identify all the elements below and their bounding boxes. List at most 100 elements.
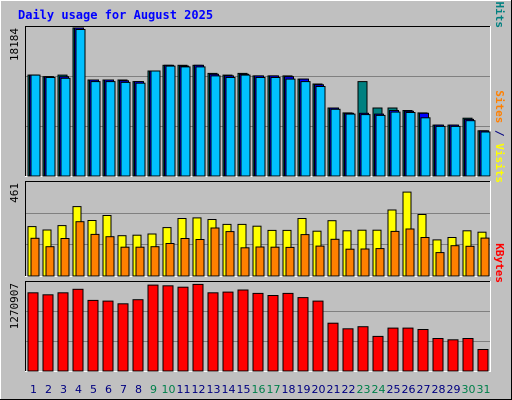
bar-sites-day-18 — [285, 246, 295, 277]
bar-kbytes-day-13 — [207, 292, 219, 372]
series-axis-label: Pages / Files / Hits — [493, 0, 506, 28]
series-axis-label: Sites / Visits — [493, 90, 506, 183]
max-value-label: 18184 — [8, 28, 21, 61]
bar-sites-day-14 — [225, 231, 235, 277]
bar-kbytes-day-1 — [27, 292, 39, 372]
bar-kbytes-day-18 — [282, 292, 294, 372]
day-label-10: 10 — [162, 383, 176, 396]
bar-pages-day-5 — [90, 81, 101, 177]
bar-kbytes-day-8 — [132, 299, 144, 372]
bar-pages-day-27 — [420, 117, 431, 177]
bar-pages-day-6 — [105, 81, 116, 177]
bar-sites-day-8 — [135, 246, 145, 277]
bar-sites-day-2 — [45, 246, 55, 277]
bar-pages-day-31 — [480, 131, 491, 177]
day-label-12: 12 — [192, 383, 206, 396]
bar-sites-day-30 — [465, 245, 475, 277]
bar-sites-day-22 — [345, 248, 355, 277]
bar-sites-day-21 — [330, 238, 340, 277]
bar-pages-day-13 — [210, 75, 221, 177]
day-label-19: 19 — [297, 383, 311, 396]
day-label-9: 9 — [150, 383, 157, 396]
day-label-1: 1 — [30, 383, 37, 396]
bar-sites-day-15 — [240, 247, 250, 277]
bar-kbytes-day-14 — [222, 291, 234, 372]
day-labels: 1 2 3 4 5 6 7 8 9 10 11 12 13 14 15 16 17 18 19 20 21 22 23 24 2… — [30, 383, 491, 396]
bar-pages-day-1 — [30, 74, 41, 177]
day-label-11: 11 — [177, 383, 191, 396]
bar-kbytes-day-25 — [387, 327, 399, 372]
panel-kbytes: 1270907 KBytes — [8, 243, 506, 372]
bar-pages-day-29 — [450, 125, 461, 177]
series-axis-label-part-3: Visits — [493, 143, 506, 183]
series-axis-label-part-5: Hits — [493, 2, 506, 29]
bar-kbytes-day-7 — [117, 303, 129, 372]
bar-kbytes-day-11 — [177, 286, 189, 372]
bar-kbytes-day-27 — [417, 329, 429, 372]
bar-sites-day-27 — [420, 237, 430, 277]
bar-kbytes-day-24 — [372, 335, 384, 372]
bar-sites-day-26 — [405, 228, 415, 277]
bar-sites-day-28 — [435, 252, 445, 277]
day-label-31: 31 — [477, 383, 491, 396]
bar-sites-day-5 — [90, 233, 100, 277]
bar-pages-day-14 — [225, 77, 236, 177]
day-label-18: 18 — [282, 383, 296, 396]
bar-sites-day-6 — [105, 236, 115, 277]
bar-sites-day-16 — [255, 246, 265, 277]
series-axis-label: KBytes — [493, 243, 506, 283]
day-label-30: 30 — [462, 383, 476, 396]
bar-kbytes-day-16 — [252, 292, 264, 372]
series-axis-label-part-4: / — [493, 0, 506, 2]
day-label-2: 2 — [45, 383, 52, 396]
panel-visits-sites: 461 Sites / Visits — [8, 90, 506, 277]
bar-sites-day-4 — [75, 221, 85, 277]
bar-kbytes-day-3 — [57, 292, 69, 372]
bar-sites-day-17 — [270, 246, 280, 277]
bar-kbytes-day-5 — [87, 299, 99, 372]
bar-sites-day-19 — [300, 234, 310, 277]
series-axis-label-part-1: KBytes — [493, 243, 506, 283]
bar-kbytes-day-30 — [462, 338, 474, 372]
bar-sites-day-10 — [165, 243, 175, 277]
bar-pages-day-7 — [120, 81, 131, 177]
bar-sites-day-11 — [180, 238, 190, 277]
bar-kbytes-day-10 — [162, 285, 174, 372]
bar-pages-day-15 — [240, 74, 251, 177]
day-label-4: 4 — [75, 383, 82, 396]
bar-pages-day-4 — [75, 29, 86, 177]
max-value-label: 461 — [8, 183, 21, 203]
bar-pages-day-30 — [465, 120, 476, 177]
bar-kbytes-day-9 — [147, 284, 159, 372]
bar-sites-day-3 — [60, 238, 70, 277]
series-axis-label-part-1: Sites — [493, 90, 506, 123]
day-label-13: 13 — [207, 383, 221, 396]
bar-kbytes-day-22 — [342, 328, 354, 372]
day-label-7: 7 — [120, 383, 127, 396]
day-label-16: 16 — [252, 383, 266, 396]
chart-panels: 18184 Pages / Files / Hits 461 Sites / Visi… — [8, 0, 506, 372]
bar-kbytes-day-28 — [432, 338, 444, 372]
bar-kbytes-day-19 — [297, 297, 309, 372]
day-label-15: 15 — [237, 383, 251, 396]
bar-kbytes-day-4 — [72, 288, 84, 372]
bar-kbytes-day-26 — [402, 327, 414, 372]
day-label-28: 28 — [432, 383, 446, 396]
day-label-29: 29 — [447, 383, 461, 396]
day-label-22: 22 — [342, 383, 356, 396]
bar-pages-day-24 — [375, 114, 386, 177]
bar-kbytes-day-31 — [477, 349, 489, 372]
day-label-8: 8 — [135, 383, 142, 396]
bar-pages-day-21 — [330, 108, 341, 177]
day-label-23: 23 — [357, 383, 371, 396]
panel-hits-files-pages: 18184 Pages / Files / Hits — [8, 0, 506, 177]
day-label-26: 26 — [402, 383, 416, 396]
bar-kbytes-day-12 — [192, 283, 204, 372]
day-label-14: 14 — [222, 383, 236, 396]
bar-sites-day-9 — [150, 246, 160, 277]
bar-sites-day-1 — [30, 237, 40, 277]
bar-pages-day-3 — [60, 77, 71, 177]
chart-title: Daily usage for August 2025 — [18, 8, 213, 22]
bar-pages-day-10 — [165, 65, 176, 177]
